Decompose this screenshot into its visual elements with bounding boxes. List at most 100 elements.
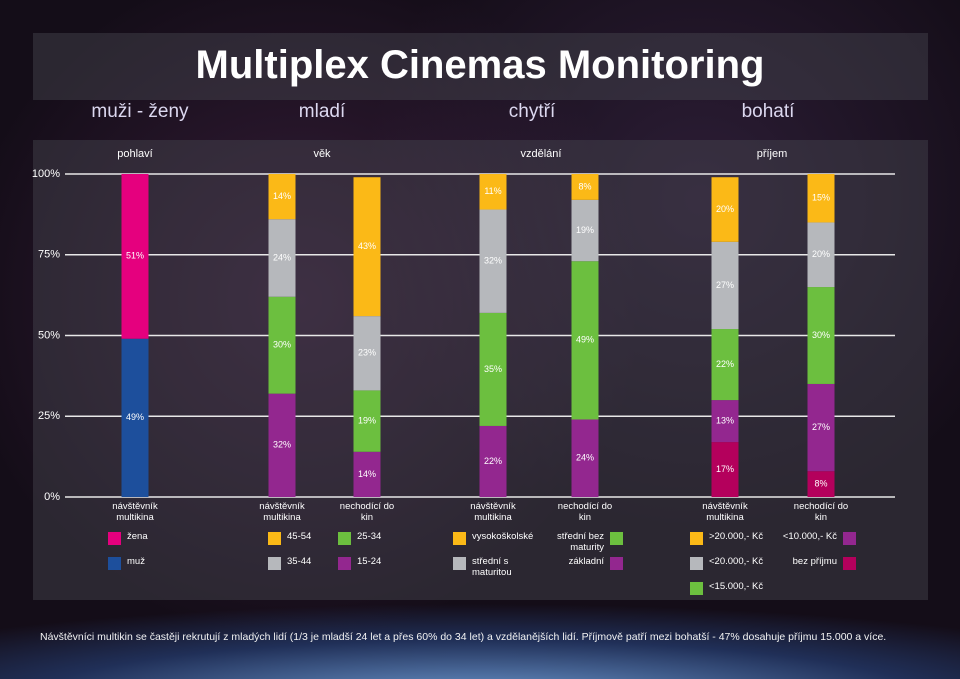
value-label: 14%: [358, 469, 376, 479]
x-tick-label: nechodící do kin: [557, 501, 613, 523]
y-tick-label: 75%: [38, 249, 60, 261]
value-label: 14%: [273, 191, 291, 201]
x-tick-label: návštěvník multikina: [259, 501, 305, 523]
legend-swatch: [690, 532, 703, 545]
legend-label: <15.000,- Kč: [709, 581, 764, 592]
bar-segment: [571, 174, 599, 200]
bar-segment: [353, 316, 381, 391]
bar-segment: [571, 199, 599, 262]
bar-segment: [571, 419, 599, 497]
group-heading: mladí: [298, 101, 346, 122]
legend-label: žena: [127, 531, 148, 542]
y-tick-label: 100%: [32, 168, 60, 180]
bar-segment: [807, 222, 835, 288]
value-label: 19%: [358, 415, 376, 425]
value-label: 19%: [576, 225, 594, 235]
legend-swatch: [453, 557, 466, 570]
bar-segment: [268, 174, 296, 220]
bar-segment: [807, 174, 835, 223]
value-label: 49%: [576, 335, 594, 345]
legend-swatch: [453, 532, 466, 545]
group-label: vzdělání: [520, 148, 562, 160]
value-label: 43%: [358, 241, 376, 251]
value-label: 35%: [484, 364, 502, 374]
value-label: 24%: [576, 453, 594, 463]
y-tick-label: 50%: [38, 329, 60, 341]
group-heading: muži - ženy: [91, 101, 189, 122]
legend-label: >20.000,- Kč: [709, 531, 764, 542]
bar-segment: [479, 425, 507, 497]
bar-segment: [353, 390, 381, 452]
legend-swatch: [108, 557, 121, 570]
value-label: 8%: [814, 478, 827, 488]
value-label: 17%: [716, 464, 734, 474]
legend-swatch: [338, 557, 351, 570]
group-heading: bohatí: [741, 101, 795, 122]
bar-segment: [121, 338, 149, 497]
legend-swatch: [843, 557, 856, 570]
value-label: 23%: [358, 348, 376, 358]
bar-segment: [479, 312, 507, 426]
bar-segment: [479, 174, 507, 210]
bar-segment: [711, 241, 739, 330]
bar-segment: [353, 177, 381, 317]
legend-label: střední bez maturity: [557, 531, 604, 553]
title-panel: [33, 33, 928, 100]
legend-swatch: [690, 582, 703, 595]
legend-label: muž: [127, 556, 145, 567]
group-label: věk: [313, 148, 331, 160]
bar-segment: [268, 393, 296, 497]
bar-segment: [711, 177, 739, 242]
legend-swatch: [108, 532, 121, 545]
bar-segment: [479, 209, 507, 313]
value-label: 32%: [484, 256, 502, 266]
value-label: 27%: [716, 280, 734, 290]
legend-swatch: [268, 557, 281, 570]
legend-label: 15-24: [357, 556, 382, 567]
x-tick-label: návštěvník multikina: [470, 501, 516, 523]
legend-label: bez příjmu: [792, 556, 837, 567]
bar-segment: [268, 296, 296, 394]
legend-label: vysokoškolské: [472, 531, 534, 542]
value-label: 20%: [812, 249, 830, 259]
bar-segment: [121, 174, 149, 339]
legend-swatch: [268, 532, 281, 545]
value-label: 30%: [273, 340, 291, 350]
value-label: 22%: [484, 456, 502, 466]
chart-title: Multiplex Cinemas Monitoring: [195, 43, 765, 87]
bar-segment: [711, 400, 739, 443]
value-label: 27%: [812, 422, 830, 432]
group-heading: chytří: [508, 101, 556, 122]
legend-swatch: [610, 532, 623, 545]
legend-label: <10.000,- Kč: [782, 531, 837, 542]
value-label: 15%: [812, 193, 830, 203]
value-label: 24%: [273, 252, 291, 262]
value-label: 49%: [126, 412, 144, 422]
bar-segment: [353, 451, 381, 497]
x-tick-label: návštěvník multikina: [702, 501, 748, 523]
legend-swatch: [843, 532, 856, 545]
footnote: Návštěvníci multikin se častěji rekrutuj…: [40, 631, 887, 643]
bar-segment: [807, 287, 835, 384]
legend-swatch: [338, 532, 351, 545]
value-label: 11%: [484, 186, 501, 196]
group-label: pohlaví: [117, 148, 153, 160]
value-label: 13%: [716, 415, 734, 425]
legend-label: 25-34: [357, 531, 382, 542]
y-tick-label: 0%: [44, 491, 60, 503]
x-tick-label: nechodící do kin: [339, 501, 395, 523]
legend-label: střední s maturitou: [472, 556, 512, 578]
group-label: příjem: [756, 148, 788, 160]
value-label: 8%: [578, 181, 591, 191]
value-label: 30%: [812, 330, 830, 340]
bar-segment: [711, 442, 739, 497]
x-tick-label: nechodící do kin: [793, 501, 849, 523]
bar-segment: [711, 329, 739, 401]
value-label: 32%: [273, 440, 291, 450]
x-tick-label: návštěvník multikina: [112, 501, 158, 523]
value-label: 22%: [716, 359, 734, 369]
bar-segment: [268, 219, 296, 297]
legend-swatch: [690, 557, 703, 570]
